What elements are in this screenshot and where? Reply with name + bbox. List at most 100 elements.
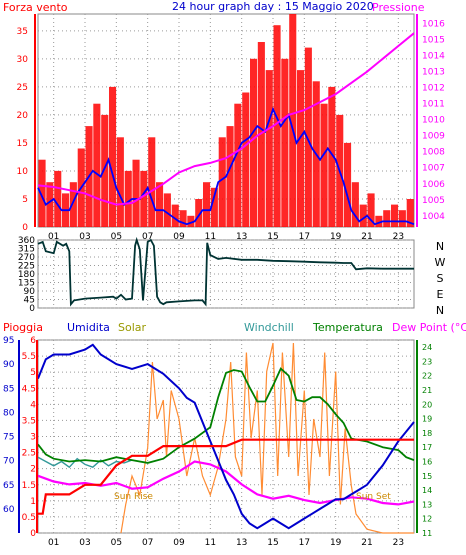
wind-gust-bar — [265, 70, 273, 227]
compass-label-W: W — [435, 256, 446, 269]
rain-tick-4.5: 4.5 — [22, 384, 36, 394]
wind-y-tick-25: 25 — [17, 83, 28, 93]
climate-x-tick-01: 01 — [48, 538, 59, 548]
wind-gust-bar — [242, 92, 250, 227]
direction-y-tick-315: 315 — [18, 245, 35, 255]
wind-y-tick-15: 15 — [17, 139, 28, 149]
direction-y-tick-45: 45 — [24, 296, 35, 306]
rain-tick-4: 4 — [30, 400, 36, 410]
rain-tick-6: 6 — [30, 336, 36, 346]
wind-average-line — [37, 106, 415, 226]
direction-y-tick-0: 0 — [29, 304, 35, 314]
direction-y-tick-90: 90 — [24, 287, 36, 297]
wind-axes: 01 03 05 07 09 11 13 15 17 19 21 230510152025303510… — [17, 14, 445, 242]
rain-tick-2.5: 2.5 — [22, 449, 36, 459]
wind-x-tick-01: 01 — [48, 232, 59, 242]
wind-gust-bar — [383, 210, 391, 227]
climate-x-tick-11: 11 — [205, 538, 216, 548]
climate-x-tick-05: 05 — [111, 538, 122, 548]
rain-tick-1: 1 — [30, 497, 36, 507]
wind-gust-bar — [116, 137, 124, 227]
rain-tick-3: 3 — [30, 433, 36, 443]
wind-plot-area — [37, 13, 415, 228]
wind-gust-bar — [101, 114, 109, 227]
wind-gust-bar — [203, 182, 211, 227]
wind-gust-bar — [351, 182, 359, 227]
solar-axis-label: Solar — [118, 321, 147, 334]
wind-gust-bar — [124, 170, 132, 227]
wind-gust-bar — [187, 215, 195, 227]
wind-x-tick-23: 23 — [393, 232, 404, 242]
wind-gust-bar — [171, 204, 179, 227]
wind-y-tick-30: 30 — [17, 55, 29, 65]
wind-x-tick-15: 15 — [267, 232, 278, 242]
humidity-tick-95: 95 — [3, 336, 14, 346]
humidity-tick-75: 75 — [3, 433, 14, 443]
direction-y-tick-360: 360 — [18, 236, 35, 246]
dewpoint-axis-label: Dew Point (°C) — [392, 321, 466, 334]
wind-gust-bar — [398, 210, 406, 227]
humidity-axis-label: Umidita — [67, 321, 110, 334]
climate-x-tick-23: 23 — [393, 538, 404, 548]
wind-gust-bar — [132, 159, 140, 227]
climate-x-tick-17: 17 — [299, 538, 310, 548]
graph-title: 24 hour graph day : 15 Maggio 2020 — [172, 0, 374, 13]
wind-gust-bar — [391, 204, 399, 227]
temperature-axis-label: Temperatura — [312, 321, 383, 334]
temp-tick-11: 11 — [422, 529, 432, 538]
rain-tick-3.5: 3.5 — [22, 416, 36, 426]
windchill-axis-label: Windchill — [244, 321, 294, 334]
wind-gust-bar — [289, 14, 297, 227]
climate-x-tick-09: 09 — [173, 538, 185, 548]
wind-y-tick-35: 35 — [17, 27, 28, 37]
compass-label-S: S — [437, 272, 444, 285]
direction-y-tick-225: 225 — [18, 262, 35, 272]
pressure-tick-1016: 1016 — [422, 20, 445, 30]
wind-gust-bar — [297, 70, 305, 227]
wind-gust-bar — [156, 182, 164, 227]
wind-gust-bar — [210, 187, 218, 227]
climate-x-tick-21: 21 — [361, 538, 372, 548]
wind-gust-bar — [273, 25, 281, 228]
pressure-tick-1014: 1014 — [422, 52, 445, 62]
rain-tick-1.5: 1.5 — [22, 481, 36, 491]
wind-gust-bar — [109, 86, 117, 228]
climate-x-tick-07: 07 — [142, 538, 153, 548]
wind-gust-bar — [367, 193, 375, 227]
climate-axes: 01 03 05 07 09 11 13 15 17 19 21 23 0 0.5 1 1.5 2 2.5 3 3.5… — [3, 336, 432, 548]
wind-gust-bar — [250, 58, 258, 227]
pressure-tick-1009: 1009 — [422, 132, 445, 142]
humidity-tick-80: 80 — [3, 408, 15, 418]
humidity-line — [37, 343, 415, 530]
pressure-tick-1015: 1015 — [422, 36, 445, 46]
wind-gust-bar — [148, 137, 156, 227]
temp-tick-12: 12 — [422, 515, 432, 524]
direction-y-tick-180: 180 — [18, 270, 35, 280]
wind-y-tick-0: 0 — [22, 223, 28, 233]
climate-x-tick-13: 13 — [236, 538, 247, 548]
rain-tick-0.5: 0.5 — [22, 513, 36, 523]
wind-gust-bar — [328, 86, 336, 228]
wind-x-tick-07: 07 — [142, 232, 153, 242]
wind-grid — [38, 14, 414, 228]
wind-gust-bar — [179, 210, 187, 227]
temperature-line — [37, 367, 415, 464]
wind-gust-bar — [163, 193, 171, 227]
wind-gust-bar — [54, 170, 62, 227]
wind-series — [37, 14, 415, 228]
wind-gust-bar — [257, 42, 265, 227]
wind-gust-bar — [218, 137, 226, 227]
pressure-tick-1007: 1007 — [422, 164, 445, 174]
temp-tick-22: 22 — [422, 372, 432, 381]
sunrise-marker: Sun Rise — [114, 492, 153, 502]
climate-x-tick-15: 15 — [267, 538, 278, 548]
compass-label-N: N — [436, 304, 444, 317]
wind-gust-bar — [46, 182, 54, 227]
wind-gust-bar — [304, 47, 312, 227]
pressure-tick-1006: 1006 — [422, 180, 445, 190]
wind-x-tick-03: 03 — [79, 232, 90, 242]
wind-x-tick-13: 13 — [236, 232, 247, 242]
